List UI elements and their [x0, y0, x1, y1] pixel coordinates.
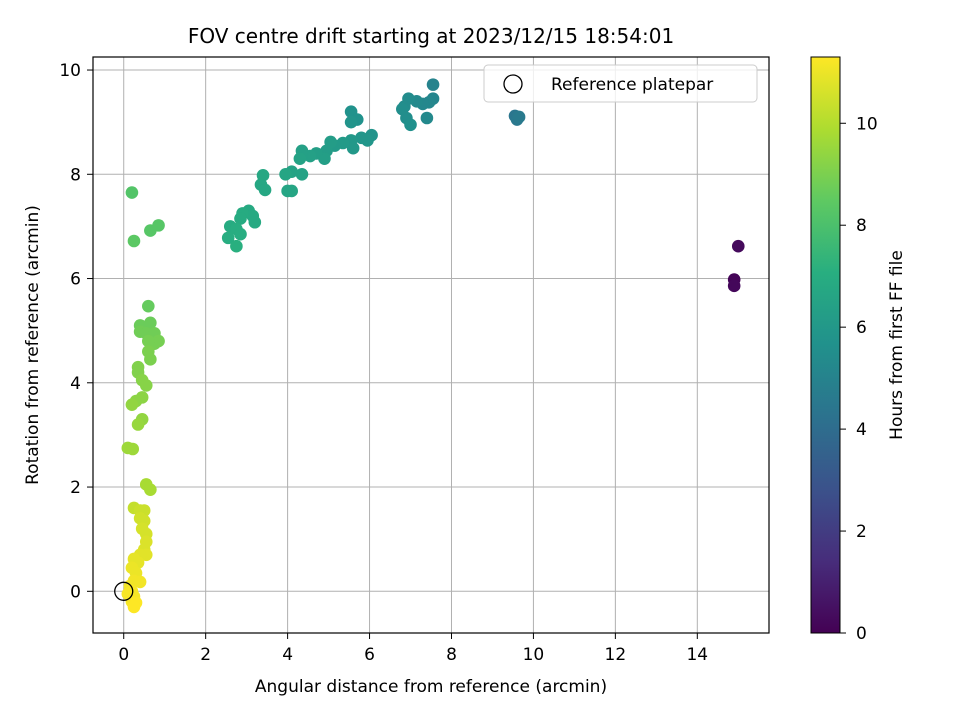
colorbar-tick-label: 2 [856, 522, 867, 542]
data-point [248, 215, 262, 229]
colorbar-tick-label: 8 [856, 216, 867, 236]
data-point [295, 167, 309, 181]
data-point [426, 78, 440, 91]
data-point [142, 334, 155, 348]
data-point [144, 316, 157, 330]
data-point [144, 483, 157, 496]
data-point [256, 169, 270, 182]
colorbar-tick-label: 4 [856, 420, 867, 440]
data-point [404, 118, 417, 132]
data-point [279, 167, 292, 181]
legend-reference-marker [503, 74, 523, 94]
data-point [221, 231, 235, 245]
data-point [731, 239, 745, 253]
data-point [126, 442, 140, 456]
data-point [133, 575, 147, 589]
chart-title: FOV centre drift starting at 2023/12/15 … [188, 24, 674, 48]
data-point [125, 398, 139, 411]
data-point [234, 212, 247, 225]
x-tick-label: 6 [364, 645, 375, 665]
x-tick-label: 14 [686, 645, 708, 665]
data-point [131, 418, 145, 431]
data-point [346, 141, 360, 155]
colorbar-label: Hours from first FF file [887, 250, 907, 440]
colorbar: 0 2 4 6 8 10 Hours from first FF file [810, 56, 907, 644]
y-tick-label: 8 [70, 165, 81, 185]
x-axis-ticks: 0 2 4 6 8 10 12 14 [118, 633, 708, 665]
data-point [234, 227, 247, 241]
data-point [127, 600, 141, 614]
x-tick-label: 2 [200, 645, 211, 665]
y-tick-label: 6 [70, 270, 81, 290]
reference-marker-group [114, 581, 134, 601]
legend: Reference platepar [483, 64, 758, 103]
data-point [152, 219, 165, 232]
data-point [285, 184, 299, 198]
colorbar-tick-label: 0 [856, 624, 867, 644]
legend-entry-reference: Reference platepar [551, 75, 713, 95]
scatter-points [121, 78, 745, 614]
x-tick-label: 12 [605, 645, 627, 665]
data-point [139, 379, 153, 392]
y-axis-ticks: 0 2 4 6 8 10 [59, 61, 93, 602]
y-tick-label: 4 [70, 374, 81, 394]
data-point [355, 131, 368, 145]
colorbar-gradient [810, 56, 841, 634]
x-axis-label: Angular distance from reference (arcmin) [255, 677, 607, 697]
x-tick-label: 4 [282, 645, 293, 665]
colorbar-tick-label: 10 [856, 114, 878, 134]
reference-platepar-marker [114, 581, 134, 601]
data-point [293, 152, 307, 165]
data-point [144, 353, 157, 366]
y-tick-label: 10 [59, 61, 81, 81]
y-tick-label: 2 [70, 478, 81, 498]
data-point [512, 110, 526, 124]
data-point [727, 279, 741, 293]
data-point [127, 234, 141, 248]
data-point [420, 111, 434, 125]
colorbar-tick-label: 6 [856, 318, 867, 338]
data-point [230, 239, 243, 253]
data-point [125, 186, 139, 199]
data-point [258, 183, 272, 197]
x-tick-label: 0 [118, 645, 129, 665]
grid-lines [93, 57, 769, 633]
legend-box [483, 64, 758, 103]
y-axis-label: Rotation from reference (arcmin) [23, 205, 43, 485]
x-tick-label: 8 [446, 645, 457, 665]
plot-frame [92, 56, 770, 634]
colorbar-ticks: 0 2 4 6 8 10 [840, 114, 878, 644]
data-point [142, 299, 155, 313]
data-point [344, 115, 358, 129]
y-tick-label: 0 [70, 582, 81, 602]
x-tick-label: 10 [523, 645, 545, 665]
